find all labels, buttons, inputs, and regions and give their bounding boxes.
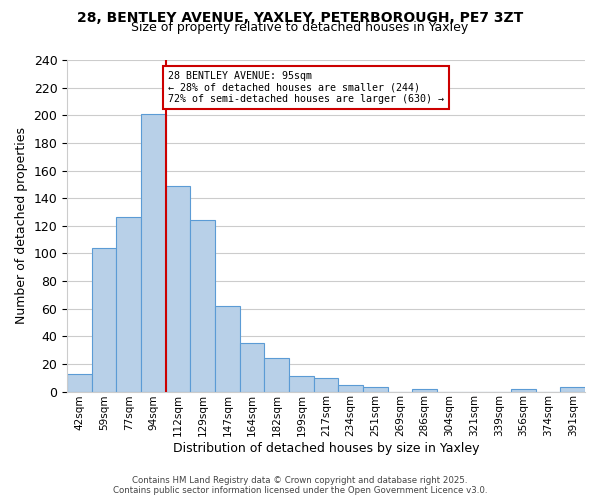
Text: Contains HM Land Registry data © Crown copyright and database right 2025.
Contai: Contains HM Land Registry data © Crown c… [113,476,487,495]
Bar [338,384,363,392]
Bar [67,374,92,392]
Bar [412,389,437,392]
Bar [92,248,116,392]
Text: Size of property relative to detached houses in Yaxley: Size of property relative to detached ho… [131,22,469,35]
Bar [363,388,388,392]
Bar [511,389,536,392]
Bar [265,358,289,392]
Bar [166,186,190,392]
Bar [314,378,338,392]
Bar [289,376,314,392]
Bar [560,388,585,392]
Y-axis label: Number of detached properties: Number of detached properties [15,128,28,324]
Bar [116,218,141,392]
Bar [141,114,166,392]
Bar [190,220,215,392]
Text: 28, BENTLEY AVENUE, YAXLEY, PETERBOROUGH, PE7 3ZT: 28, BENTLEY AVENUE, YAXLEY, PETERBOROUGH… [77,11,523,25]
Bar [240,343,265,392]
Text: 28 BENTLEY AVENUE: 95sqm
← 28% of detached houses are smaller (244)
72% of semi-: 28 BENTLEY AVENUE: 95sqm ← 28% of detach… [168,71,444,104]
Bar [215,306,240,392]
X-axis label: Distribution of detached houses by size in Yaxley: Distribution of detached houses by size … [173,442,479,455]
